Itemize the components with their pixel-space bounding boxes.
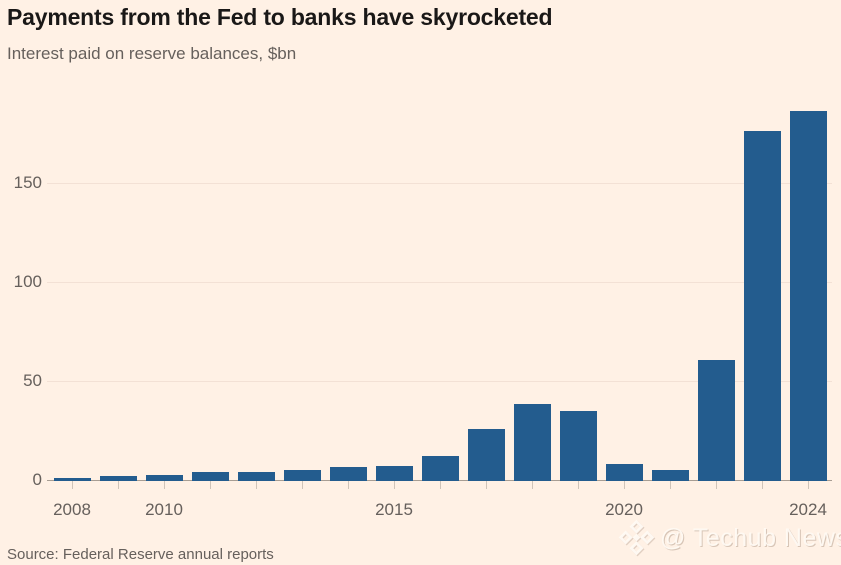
bar-2015 xyxy=(375,466,413,481)
bar-2024 xyxy=(789,110,827,481)
bar-2011 xyxy=(191,472,229,481)
gridline-50 xyxy=(47,381,832,382)
x-axis-tick-2019 xyxy=(578,481,579,489)
bar-2010 xyxy=(145,474,183,481)
x-axis-tick-2020 xyxy=(624,481,625,489)
bar-2013 xyxy=(283,469,321,481)
x-axis-tick-2018 xyxy=(532,481,533,489)
y-axis-tick-label-100: 100 xyxy=(13,272,42,291)
bar-2022 xyxy=(697,360,735,481)
x-axis-label-2008: 2008 xyxy=(53,500,91,519)
x-axis-tick-2013 xyxy=(302,481,303,489)
x-axis-tick-2009 xyxy=(118,481,119,489)
x-axis-tick-2012 xyxy=(256,481,257,489)
x-axis-tick-2017 xyxy=(486,481,487,489)
y-axis-tick-label-50: 50 xyxy=(23,371,42,390)
x-axis-tick-2011 xyxy=(210,481,211,489)
page-title: Payments from the Fed to banks have skyr… xyxy=(7,4,553,30)
chart-subtitle: Interest paid on reserve balances, $bn xyxy=(7,44,297,63)
x-axis-tick-2016 xyxy=(440,481,441,489)
y-axis-tick-label-150: 150 xyxy=(13,173,42,192)
bar-2021 xyxy=(651,469,689,481)
x-axis-label-2024: 2024 xyxy=(789,500,827,519)
bar-2020 xyxy=(605,464,643,481)
x-axis-label-2015: 2015 xyxy=(375,500,413,519)
gridline-100 xyxy=(47,282,832,283)
bar-2019 xyxy=(559,411,597,481)
bar-2018 xyxy=(513,403,551,481)
bar-2023 xyxy=(743,130,781,481)
x-axis-tick-2023 xyxy=(762,481,763,489)
x-axis-tick-2015 xyxy=(394,481,395,489)
gridline-150 xyxy=(47,183,832,184)
x-axis-tick-2022 xyxy=(716,481,717,489)
diamond-logo-icon xyxy=(618,519,655,556)
bar-2009 xyxy=(99,475,137,481)
bar-2017 xyxy=(467,428,505,481)
x-axis-tick-2014 xyxy=(348,481,349,489)
bar-2012 xyxy=(237,472,275,481)
x-axis-label-2010: 2010 xyxy=(145,500,183,519)
bar-2016 xyxy=(421,456,459,481)
watermark: @ Techub News xyxy=(618,519,841,556)
y-axis-tick-label-0: 0 xyxy=(32,470,42,489)
watermark-text: @ Techub News xyxy=(660,523,841,552)
bar-2008 xyxy=(53,478,91,481)
x-axis-tick-2008 xyxy=(72,481,73,489)
bar-2014 xyxy=(329,466,367,481)
source-note: Source: Federal Reserve annual reports xyxy=(7,546,274,563)
x-axis-tick-2010 xyxy=(164,481,165,489)
x-axis-tick-2024 xyxy=(808,481,809,489)
x-axis-label-2020: 2020 xyxy=(605,500,643,519)
x-axis-tick-2021 xyxy=(670,481,671,489)
